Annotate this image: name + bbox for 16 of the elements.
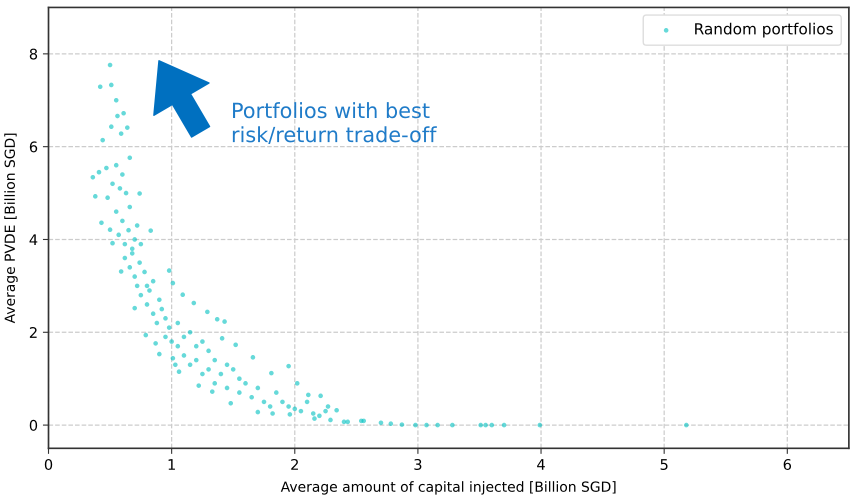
x-tick-label: 5 bbox=[660, 459, 668, 470]
x-tick-label: 2 bbox=[291, 458, 298, 470]
x-tick-label: 0 bbox=[44, 458, 52, 470]
x-axis-title: Average amount of capital injected [Billion SGD] bbox=[280, 481, 616, 495]
annotation: Portfolios with best risk/return trade-off bbox=[232, 102, 437, 144]
x-tick-label: 1 bbox=[168, 459, 175, 470]
y-tick-label: 2 bbox=[30, 327, 37, 338]
x-tick-label: 6 bbox=[784, 458, 792, 470]
y-tick-label: 8 bbox=[30, 48, 38, 60]
x-tick-label: 3 bbox=[414, 458, 422, 470]
y-tick-label: 6 bbox=[30, 141, 38, 152]
y-axis-title: Average PVDE [Billion SGD] bbox=[4, 134, 18, 324]
legend-label: Random portfolios bbox=[695, 22, 833, 38]
y-tick-label: 4 bbox=[30, 234, 38, 246]
x-tick-label: 4 bbox=[537, 459, 545, 470]
y-tick-label: 0 bbox=[30, 420, 38, 431]
